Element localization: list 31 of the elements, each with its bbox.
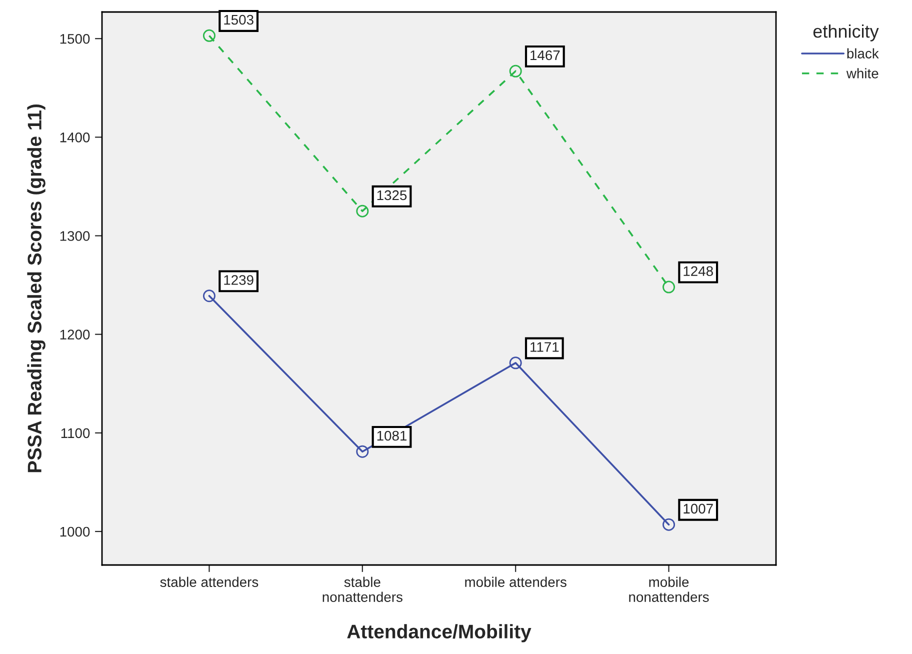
data-label: 1007 <box>684 504 713 514</box>
point <box>356 204 369 218</box>
x-tick-label: stable nonattenders <box>322 576 402 602</box>
point <box>202 290 216 302</box>
data-label: 1171 <box>530 342 559 352</box>
x-tick-label: mobile attenders <box>465 576 566 588</box>
data-label: 1503 <box>224 14 254 25</box>
data-label: 1325 <box>377 190 407 200</box>
x-tick-label: mobile nonattenders <box>629 576 709 602</box>
point <box>662 518 676 531</box>
y-tick-label: 1200 <box>60 330 90 340</box>
legend-title: ethnicity <box>813 24 879 42</box>
point <box>509 64 522 78</box>
point <box>202 29 216 42</box>
data-label: 1081 <box>377 430 407 441</box>
point <box>509 356 522 370</box>
data-label: 1239 <box>224 275 254 285</box>
y-tick-label: 1100 <box>61 428 90 438</box>
y-tick-label: 1000 <box>60 526 90 537</box>
data-label: 1467 <box>530 50 560 60</box>
legend-label: white <box>846 68 878 78</box>
data-label: 1248 <box>684 266 713 276</box>
y-axis-title: PSSA Reading Scaled Scores (grade 11) <box>27 104 46 472</box>
legend-label: black <box>847 48 879 58</box>
y-tick-label: 1400 <box>60 132 90 142</box>
y-tick-label: 1500 <box>60 34 90 44</box>
x-axis-title: Attendance/Mobility <box>347 624 532 642</box>
point <box>356 445 369 458</box>
point <box>662 280 676 294</box>
y-tick-label: 1300 <box>60 231 90 241</box>
x-tick-label: stable attenders <box>160 576 258 588</box>
